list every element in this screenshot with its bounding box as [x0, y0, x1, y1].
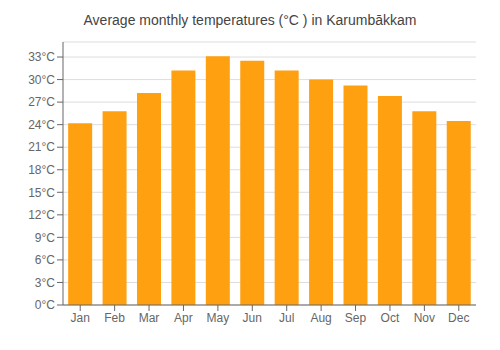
html-text:Average monthly temperatures (: Average monthly temperatures (°C ) in Ka…	[83, 12, 417, 28]
svg-text:33°C: 33°C	[28, 50, 55, 64]
svg-text:Jul: Jul	[279, 311, 294, 325]
svg-text:18°C: 18°C	[28, 163, 55, 177]
svg-text:Mar: Mar	[139, 311, 160, 325]
svg-text:0°C: 0°C	[35, 298, 55, 312]
svg-text:12°C: 12°C	[28, 208, 55, 222]
svg-text:9°C: 9°C	[35, 231, 55, 245]
svg-text:21°C: 21°C	[28, 140, 55, 154]
svg-text:Jan: Jan	[71, 311, 90, 325]
svg-text:24°C: 24°C	[28, 118, 55, 132]
svg-text:Oct: Oct	[381, 311, 400, 325]
svg-text:Jun: Jun	[243, 311, 262, 325]
svg-text:27°C: 27°C	[28, 95, 55, 109]
svg-text:Apr: Apr	[174, 311, 193, 325]
svg-text:Dec: Dec	[448, 311, 469, 325]
svg-text:Feb: Feb	[104, 311, 125, 325]
svg-text:Nov: Nov	[414, 311, 435, 325]
svg-text:May: May	[207, 311, 230, 325]
svg-text:Aug: Aug	[310, 311, 331, 325]
svg-text:Sep: Sep	[345, 311, 367, 325]
svg-text:3°C: 3°C	[35, 276, 55, 290]
svg-text:30°C: 30°C	[28, 73, 55, 87]
svg-text:6°C: 6°C	[35, 253, 55, 267]
svg-text:15°C: 15°C	[28, 186, 55, 200]
